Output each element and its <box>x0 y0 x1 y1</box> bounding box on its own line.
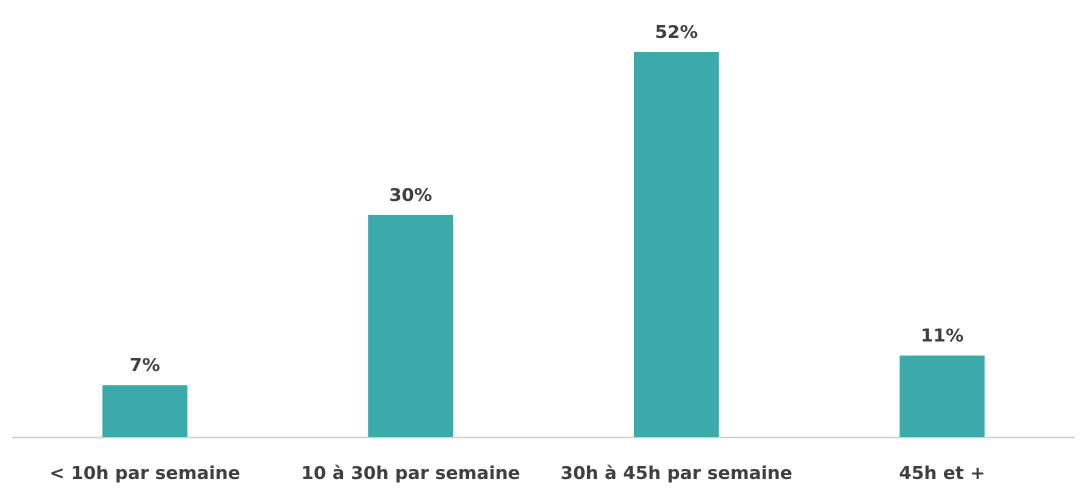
category-label-2: 10 à 30h par semaine <box>301 463 520 484</box>
bar-3 <box>633 52 719 437</box>
bar-1 <box>102 385 188 437</box>
value-label-4: 11% <box>921 326 964 347</box>
category-label-3: 30h à 45h par semaine <box>560 463 792 484</box>
category-label-1: < 10h par semaine <box>50 463 241 484</box>
value-labels-group: 7% 30% 52% 11% <box>130 22 964 376</box>
category-label-4: 45h et + <box>899 463 985 484</box>
bars-group <box>102 52 985 437</box>
value-label-1: 7% <box>130 355 161 376</box>
category-labels-group: < 10h par semaine 10 à 30h par semaine 30h… <box>50 463 986 484</box>
value-label-3: 52% <box>655 22 698 43</box>
bar-2 <box>368 214 454 437</box>
value-label-2: 30% <box>389 185 432 206</box>
bar-4 <box>899 355 985 437</box>
